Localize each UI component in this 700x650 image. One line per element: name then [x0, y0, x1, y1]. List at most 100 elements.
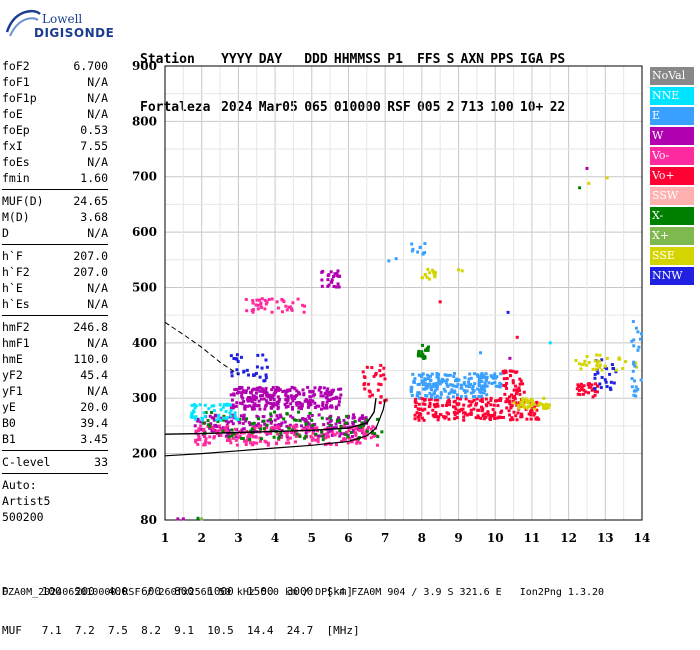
echo-point: [474, 403, 478, 407]
legend-item-sse: SSE: [650, 247, 694, 265]
param-d: D N/A: [2, 225, 108, 241]
x-tick-label: 2: [198, 531, 206, 545]
echo-point: [271, 402, 275, 406]
echo-point: [284, 390, 288, 394]
echo-point: [244, 391, 248, 395]
echo-point: [196, 433, 200, 437]
param-value: N/A: [87, 281, 108, 295]
echo-point: [250, 396, 254, 400]
echo-point: [335, 272, 339, 276]
echo-point: [240, 395, 244, 399]
echo-point: [337, 285, 341, 289]
echo-point: [417, 407, 421, 411]
echo-point: [363, 382, 367, 386]
logo-lowell: Lowell: [42, 12, 83, 26]
echo-point: [315, 426, 319, 430]
echo-point: [487, 381, 491, 385]
echo-point: [444, 415, 448, 419]
echo-point: [508, 402, 512, 406]
echo-point: [270, 394, 274, 398]
echo-point: [286, 437, 290, 441]
echo-point: [335, 274, 339, 278]
header-label-ddd: DDD: [304, 52, 328, 67]
echo-point: [336, 282, 340, 286]
echo-point: [410, 249, 414, 253]
echo-point: [594, 367, 598, 371]
echo-point: [311, 394, 315, 398]
echo-point: [265, 300, 269, 304]
echo-point: [264, 302, 268, 306]
echo-point: [250, 433, 254, 437]
param-hmf2: hmF2 246.8: [2, 319, 108, 335]
echo-point: [339, 432, 343, 436]
echo-point: [459, 395, 463, 399]
param-key: foF1p: [2, 91, 37, 105]
echo-point: [605, 176, 609, 180]
echo-point: [587, 391, 591, 395]
echo-point: [369, 427, 373, 431]
echo-point: [435, 415, 439, 419]
echo-point: [197, 427, 201, 431]
echo-point: [413, 377, 417, 381]
echo-point: [229, 354, 233, 358]
legend-item-x: X-: [650, 207, 694, 225]
echo-point: [233, 388, 237, 392]
x-tick-label: 12: [560, 531, 577, 545]
echo-point: [290, 431, 294, 435]
echo-point: [370, 366, 374, 370]
echo-point: [250, 308, 254, 312]
echo-point: [578, 393, 582, 397]
echo-point: [468, 372, 472, 376]
param-key: yF2: [2, 368, 23, 382]
echo-point: [445, 402, 449, 406]
echo-point: [532, 402, 536, 406]
echo-point: [295, 425, 299, 429]
echo-point: [313, 426, 317, 430]
echo-point: [326, 426, 330, 430]
echo-point: [338, 421, 342, 425]
echo-point: [194, 429, 198, 433]
echo-point: [506, 310, 510, 314]
echo-point: [260, 297, 264, 301]
echo-point: [261, 353, 265, 357]
echo-point: [290, 428, 294, 432]
echo-point: [221, 405, 225, 409]
echo-point: [283, 402, 287, 406]
echo-point: [617, 357, 621, 361]
echo-point: [595, 390, 599, 394]
echo-point: [507, 409, 511, 413]
echo-point: [510, 393, 514, 397]
echo-point: [437, 377, 441, 381]
echo-point: [321, 404, 325, 408]
echo-point: [272, 398, 276, 402]
echo-point: [473, 382, 477, 386]
echo-point: [285, 433, 289, 437]
echo-point: [212, 418, 216, 422]
echo-point: [338, 396, 342, 400]
echo-point: [208, 424, 212, 428]
echo-point: [346, 435, 350, 439]
echo-point: [314, 438, 318, 442]
echo-point: [261, 388, 265, 392]
param-key: B1: [2, 432, 16, 446]
echo-point: [426, 267, 430, 271]
echo-point: [435, 387, 439, 391]
echo-point: [238, 401, 242, 405]
echo-point: [479, 399, 483, 403]
echo-point: [272, 425, 276, 429]
echo-point: [242, 400, 246, 404]
echo-point: [308, 390, 312, 394]
echo-point: [501, 369, 505, 373]
echo-point: [302, 393, 306, 397]
echo-point: [469, 408, 473, 412]
echo-point: [251, 442, 255, 446]
param-foes: foEs N/A: [2, 154, 108, 170]
echo-point: [480, 400, 484, 404]
echo-point: [278, 388, 282, 392]
echo-point: [411, 247, 415, 251]
echo-point: [430, 393, 434, 397]
param-value: 6.700: [73, 59, 108, 73]
echo-point: [438, 382, 442, 386]
echo-point: [295, 432, 299, 436]
echo-point: [227, 435, 231, 439]
